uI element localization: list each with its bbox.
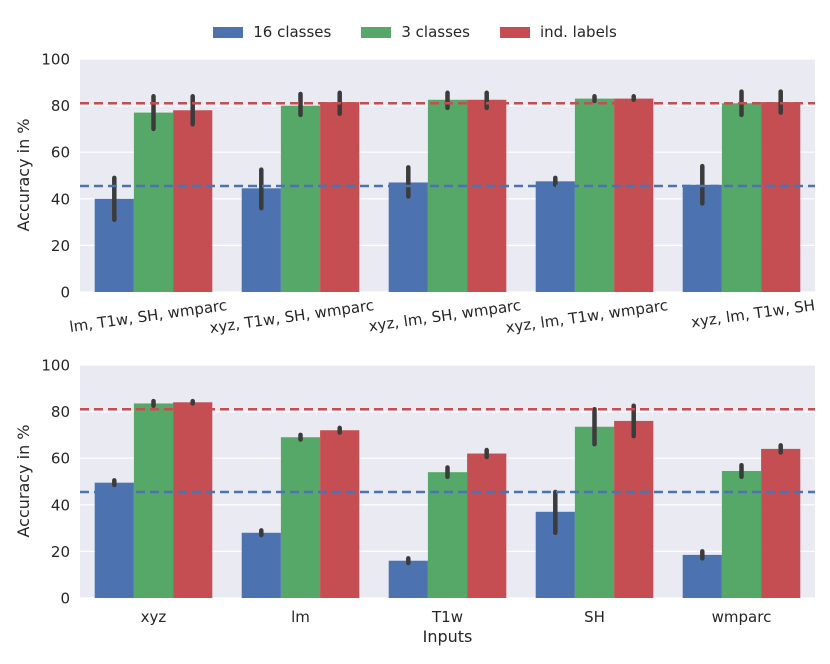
bottom-ytick-40: 40 xyxy=(51,496,70,514)
top-bar-ind-labels-lm-t1w-sh-wmparc xyxy=(173,110,213,292)
chart-bottom: 0 20 40 60 80 100 xyz lm T1w SH wmparc Accuracy in … xyxy=(14,357,815,646)
bottom-xtick-sh: SH xyxy=(584,608,605,626)
bottom-bar-3-classes-xyz xyxy=(133,403,174,598)
top-bar-3-classes-xyz-lm-t1w-wmparc xyxy=(574,98,615,292)
bottom-bar-16-classes-xyz xyxy=(94,482,134,598)
top-xtick-lm-t1w-sh-wmparc: lm, T1w, SH, wmparc xyxy=(68,296,228,336)
bottom-xtick-lm: lm xyxy=(291,608,310,626)
top-xtick-xyz-lm-t1w-wmparc: xyz, lm, T1w, wmparc xyxy=(504,296,669,337)
bottom-bar-ind-labels-xyz xyxy=(173,402,213,598)
legend: 16 classes 3 classes ind. labels xyxy=(0,20,830,44)
top-xtick-xyz-lm-t1w-sh: xyz, lm, T1w, SH xyxy=(690,296,816,331)
bottom-bar-3-classes-lm xyxy=(280,437,321,598)
top-bar-ind-labels-xyz-lm-t1w-sh xyxy=(761,102,801,292)
bottom-bar-16-classes-lm xyxy=(241,532,281,598)
bottom-xtick-xyz: xyz xyxy=(141,608,167,626)
top-xtick-xyz-t1w-sh-wmparc: xyz, T1w, SH, wmparc xyxy=(208,296,375,337)
top-bar-3-classes-xyz-lm-sh-wmparc xyxy=(427,99,468,293)
bottom-xtick-t1w: T1w xyxy=(431,608,463,626)
bottom-ylabel: Accuracy in % xyxy=(14,424,33,537)
top-bar-ind-labels-xyz-t1w-sh-wmparc xyxy=(320,102,360,292)
legend-swatch-ind-labels xyxy=(499,26,530,38)
legend-label-ind-labels: ind. labels xyxy=(539,23,617,41)
legend-item-ind-labels: ind. labels xyxy=(499,23,617,41)
top-ylabel: Accuracy in % xyxy=(14,118,33,231)
bottom-ytick-0: 0 xyxy=(60,590,70,608)
legend-swatch-16-classes xyxy=(213,26,244,38)
top-ytick-40: 40 xyxy=(51,190,70,208)
top-ytick-100: 100 xyxy=(41,51,70,69)
bottom-bar-3-classes-wmparc xyxy=(721,471,762,598)
legend-swatch-3-classes xyxy=(361,26,392,38)
bottom-bar-16-classes-wmparc xyxy=(682,554,722,598)
bottom-xtick-wmparc: wmparc xyxy=(712,608,772,626)
bottom-ytick-100: 100 xyxy=(41,357,70,375)
top-ytick-20: 20 xyxy=(51,237,70,255)
bottom-bar-16-classes-t1w xyxy=(388,560,428,598)
top-bar-16-classes-xyz-lm-sh-wmparc xyxy=(388,182,428,292)
legend-item-16-classes: 16 classes xyxy=(213,23,331,41)
legend-label-3-classes: 3 classes xyxy=(401,23,470,41)
legend-item-3-classes: 3 classes xyxy=(361,23,470,41)
bottom-bar-ind-labels-sh xyxy=(614,420,654,598)
bottom-xlabel: Inputs xyxy=(423,627,473,646)
top-ytick-0: 0 xyxy=(60,284,70,302)
top-ytick-80: 80 xyxy=(51,97,70,115)
bottom-ytick-80: 80 xyxy=(51,403,70,421)
legend-label-16-classes: 16 classes xyxy=(253,23,332,41)
top-ytick-60: 60 xyxy=(51,144,70,162)
bottom-bar-3-classes-sh xyxy=(574,426,615,598)
top-bar-3-classes-xyz-lm-t1w-sh xyxy=(721,103,762,293)
top-bar-ind-labels-xyz-lm-sh-wmparc xyxy=(467,99,507,293)
bottom-ytick-20: 20 xyxy=(51,543,70,561)
bottom-bar-ind-labels-t1w xyxy=(467,453,507,598)
top-bar-ind-labels-xyz-lm-t1w-wmparc xyxy=(614,98,654,292)
top-xtick-xyz-lm-sh-wmparc: xyz, lm, SH, wmparc xyxy=(368,296,523,335)
bottom-bar-ind-labels-lm xyxy=(320,430,360,598)
bottom-bar-ind-labels-wmparc xyxy=(761,448,801,598)
bottom-ytick-60: 60 xyxy=(51,450,70,468)
top-bar-3-classes-xyz-t1w-sh-wmparc xyxy=(280,105,321,292)
top-bar-3-classes-lm-t1w-sh-wmparc xyxy=(133,112,174,292)
top-bar-16-classes-xyz-lm-t1w-wmparc xyxy=(535,181,575,292)
